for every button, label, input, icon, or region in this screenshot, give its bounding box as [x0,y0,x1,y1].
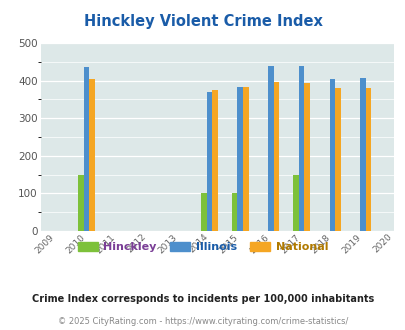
Bar [201,193,206,231]
Bar [329,79,335,231]
Text: Crime Index corresponds to incidents per 100,000 inhabitants: Crime Index corresponds to incidents per… [32,294,373,304]
Bar [237,86,243,231]
Bar [89,79,95,231]
Bar [365,88,371,231]
Bar [243,87,248,231]
Bar [335,88,340,231]
Bar [231,193,237,231]
Bar [78,175,84,231]
Bar [212,90,217,231]
Bar [206,92,212,231]
Bar [84,67,89,231]
Bar [298,66,304,231]
Bar [268,66,273,231]
Text: Hinckley Violent Crime Index: Hinckley Violent Crime Index [83,14,322,29]
Bar [273,82,279,231]
Legend: Hinckley, Illinois, National: Hinckley, Illinois, National [73,238,332,257]
Bar [293,175,298,231]
Bar [360,78,365,231]
Text: © 2025 CityRating.com - https://www.cityrating.com/crime-statistics/: © 2025 CityRating.com - https://www.city… [58,317,347,326]
Bar [304,83,309,231]
